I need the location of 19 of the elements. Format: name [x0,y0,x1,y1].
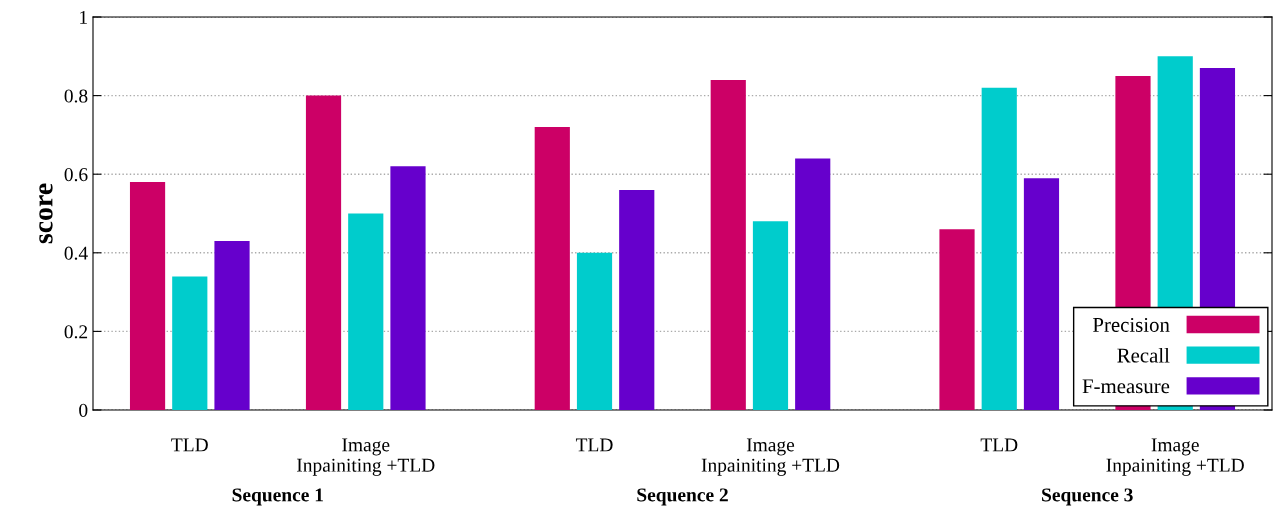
y-axis-title: score [39,183,53,244]
y-tick-label: 0.4 [64,246,88,260]
text: Sequence 3 [1042,488,1133,506]
x-tick-label: TLD [171,438,208,452]
x-tick-label: TLD [575,438,613,452]
legend-label: Precision [1092,317,1170,332]
legend-label: Recall [1117,347,1170,363]
y-tick-label: 0.2 [64,325,88,339]
y-tick-label: 1 [80,10,87,24]
x-tick-label: Image Inpainiting +TLD [296,438,435,476]
y-tick-label: 0.8 [64,89,88,103]
y-tick-label: 0 [79,403,88,417]
x-tick-label: Image Inpainiting +TLD [1106,438,1244,476]
legend-label: F-measure [1082,379,1170,394]
text: Sequence 2 [637,488,728,506]
text: Sequence 1 [232,488,323,506]
y-tick-label: 0.6 [64,168,88,182]
x-tick-label: Image Inpainiting +TLD [701,438,840,476]
x-tick-label: TLD [980,438,1018,452]
